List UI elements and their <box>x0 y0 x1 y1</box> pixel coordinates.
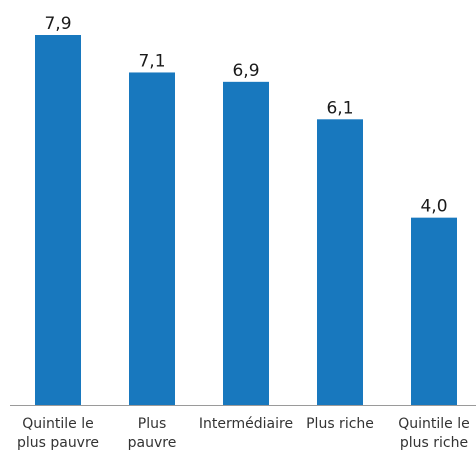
bar-5 <box>411 217 457 405</box>
data-label-2: 7,1 <box>138 51 165 71</box>
x-tick-label-5: Quintile le plus riche <box>398 416 470 451</box>
value-labels-group: 7,9 7,1 6,9 6,1 4,0 <box>44 14 447 217</box>
x-tick-label-2: Plus pauvre <box>128 416 177 451</box>
x-tick-labels-group: Quintile le plus pauvre Plus pauvre Interméd… <box>17 416 470 451</box>
bar-1 <box>35 35 81 405</box>
data-label-4: 6,1 <box>326 98 353 118</box>
bars-group <box>35 35 457 405</box>
data-label-5: 4,0 <box>420 197 447 217</box>
data-label-3: 6,9 <box>232 61 259 81</box>
bar-4 <box>317 119 363 405</box>
x-tick-label-3: Intermédiaire <box>199 416 293 432</box>
data-label-1: 7,9 <box>44 14 71 34</box>
bar-2 <box>129 72 175 405</box>
bar-3 <box>223 81 269 405</box>
x-tick-label-1: Quintile le plus pauvre <box>17 416 99 451</box>
x-tick-label-4: Plus riche <box>306 416 374 432</box>
